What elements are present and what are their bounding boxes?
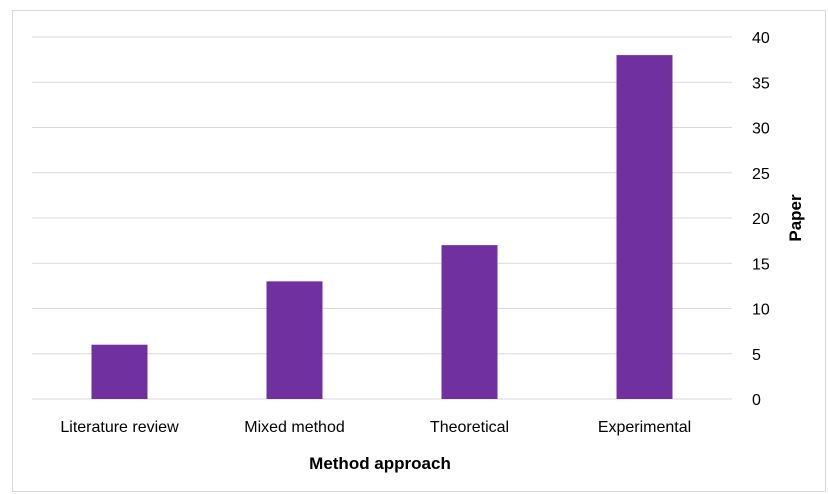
y-tick-label: 15: [752, 256, 770, 273]
bar-mixed-method: [266, 281, 323, 399]
y-tick-label: 0: [752, 392, 761, 409]
y-tick-label: 10: [752, 302, 770, 319]
chart-frame: [12, 10, 826, 492]
y-tick-label: 40: [752, 30, 770, 47]
x-tick-label: Mixed method: [244, 419, 345, 436]
x-tick-label: Theoretical: [430, 419, 509, 436]
y-tick-label: 20: [752, 211, 770, 228]
x-tick-label: Experimental: [598, 419, 691, 436]
x-tick-labels: Literature review Mixed method Theoretical…: [60, 419, 691, 436]
y-tick-labels: 0 5 10 15 20 25 30 35 40: [752, 30, 770, 409]
x-tick-label: Literature review: [60, 419, 179, 436]
gridlines: [32, 36, 732, 400]
y-axis-title: Paper: [786, 194, 805, 242]
y-tick-label: 30: [752, 121, 770, 138]
bar-literature-review: [91, 344, 148, 399]
y-tick-label: 35: [752, 75, 770, 92]
x-axis-title: Method approach: [309, 454, 451, 473]
bar-theoretical: [441, 245, 498, 399]
y-tick-label: 5: [752, 347, 761, 364]
bars: [91, 55, 673, 399]
bar-experimental: [616, 55, 673, 399]
y-tick-label: 25: [752, 166, 770, 183]
